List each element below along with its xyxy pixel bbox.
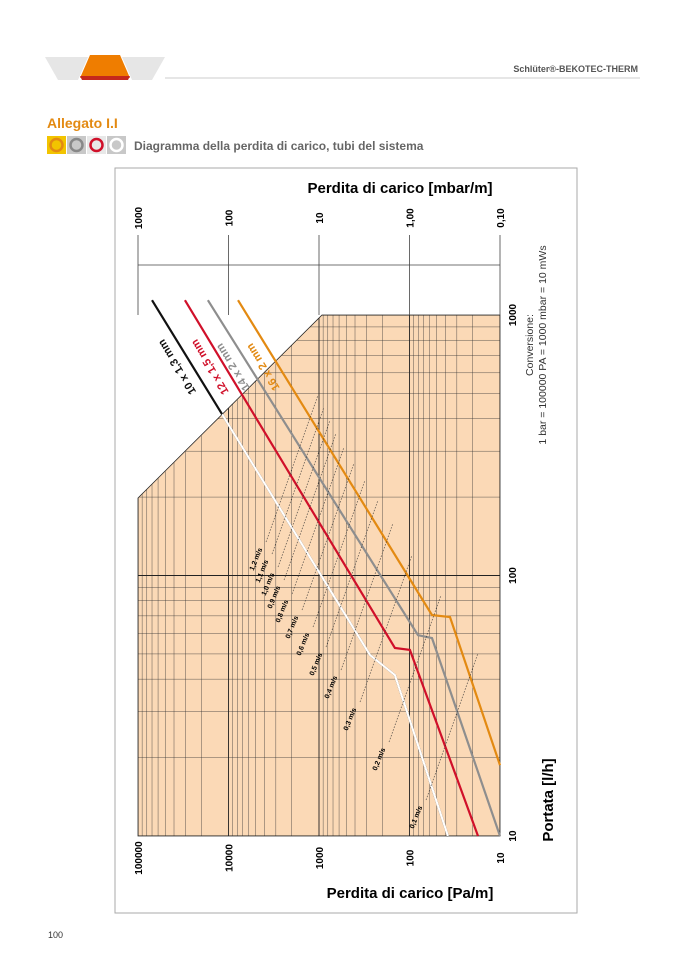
logo [45, 55, 165, 80]
x-tick-label: 10000 [225, 844, 236, 872]
velocity-line [283, 432, 337, 581]
velocity-line [359, 554, 413, 703]
velocity-line [265, 394, 319, 543]
series-line-inside [151, 315, 449, 836]
velocity-line [388, 594, 442, 743]
y-axis-title: Portata [l/h] [540, 758, 557, 841]
velocity-line [340, 522, 394, 671]
note: 1 bar = 100000 PA = 1000 mbar = 10 mWs [537, 245, 549, 444]
velocity-line [425, 652, 479, 801]
x2-axis-title: Perdita di carico [mbar/m] [307, 180, 492, 197]
section-title: Allegato I.I [47, 115, 118, 131]
x-tick-label: 1000 [315, 846, 326, 869]
x-axis-title: Perdita di carico [Pa/m] [327, 885, 494, 902]
x-tick-label: 100000 [134, 841, 145, 875]
y-tick-label: 100 [508, 567, 519, 584]
x-tick-label: 100 [406, 849, 417, 866]
x2-tick-label: 1,00 [406, 208, 417, 228]
brand: Schlüter®-BEKOTEC-THERM [513, 64, 638, 74]
figure-frame [114, 167, 578, 914]
velocity-line [312, 479, 366, 628]
page-number: 100 [48, 930, 63, 940]
velocity-line [291, 446, 345, 595]
y-tick-label: 1000 [508, 303, 519, 326]
x-tick-label: 10 [496, 852, 507, 864]
tube-icons [47, 136, 126, 154]
x2-tick-label: 10 [315, 212, 326, 224]
velocity-line [325, 499, 379, 648]
x2-tick-label: 0,10 [496, 208, 507, 228]
series-line [237, 299, 502, 766]
velocity-line [271, 406, 325, 555]
velocity-line [277, 419, 331, 568]
x2-tick-label: 1000 [134, 206, 145, 229]
x2-tick-label: 100 [225, 209, 236, 226]
y-tick-label: 10 [508, 830, 519, 842]
section-subtitle: Diagramma della perdita di carico, tubi … [134, 139, 424, 153]
velocity-line [301, 462, 355, 611]
note: Conversione: [524, 314, 536, 376]
